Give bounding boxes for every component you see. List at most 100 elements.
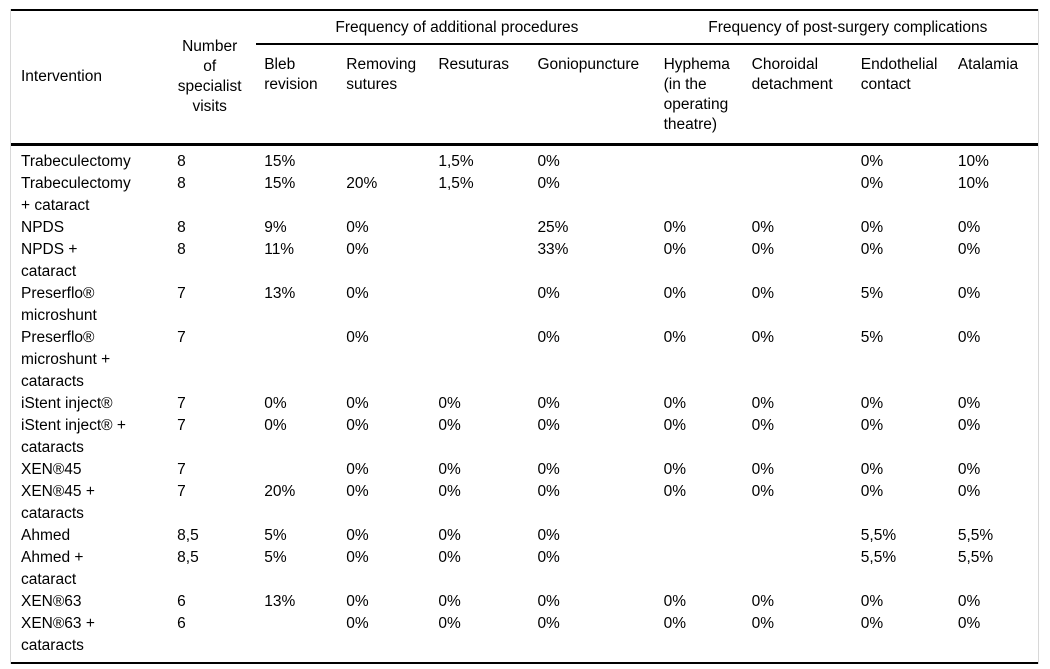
cell-value: 0% [438,395,461,412]
cell-value [338,145,430,174]
cell-value: 0% [860,219,884,236]
table-row: Trabeculectomy + cataract 8 15% 20% 1,5% 0% 0%… [11,173,1038,217]
cell-value: 0% [957,615,981,632]
cell-value [744,547,853,591]
cell-intervention: NPDS + cataract [21,241,78,280]
cell-value [656,547,744,591]
cell-value: 0% [537,395,560,412]
cell-value: 0% [264,417,287,434]
cell-intervention: Ahmed + cataract [21,549,84,588]
table-row: Preserflo® microshunt + cataracts 7 0% 0% 0%… [11,327,1038,393]
cell-value: 0% [957,241,981,258]
cell-value: 0% [860,483,884,500]
cell-value: 0% [438,483,461,500]
cell-value: 0% [663,241,686,258]
column-header-choroidal-detachment: Choroidal detachment [743,44,853,146]
column-header-removing-sutures: Removing sutures [338,44,431,146]
table-row: XEN®63 + cataracts 6 0% 0% 0% 0% 0% 0% 0% [11,613,1038,663]
cell-value [256,327,338,393]
cell-value: 0% [264,395,287,412]
cell-value: 5% [264,527,287,544]
cell-value: 0% [957,593,981,610]
cell-value [744,173,853,217]
cell-intervention: NPDS [21,219,65,236]
cell-value: 0% [438,615,461,632]
cell-specialist-visits: 7 [177,395,186,412]
cell-value: 0% [438,593,461,610]
cell-value [744,145,853,174]
cell-value: 0% [346,483,369,500]
cell-value [656,525,744,547]
cell-intervention: Preserflo® microshunt [21,285,97,324]
cell-intervention: Preserflo® microshunt + cataracts [21,329,111,390]
table-figure: Intervention Number of specialist visits… [10,9,1039,664]
cell-value: 0% [860,395,884,412]
column-header-endothelial-contact: Endothelial contact [852,44,950,146]
cell-value: 13% [264,593,296,610]
cell-value: 0% [537,175,560,192]
cell-value: 25% [537,219,569,236]
sub-header-row: Bleb revision Removing sutures Resuturas… [11,44,1038,146]
cell-value: 0% [346,417,369,434]
cell-value [656,173,744,217]
cell-value: 0% [537,483,560,500]
column-header-atalamia: Atalamia [949,44,1038,146]
cell-value [256,613,338,663]
cell-value: 0% [663,285,686,302]
cell-value: 0% [751,417,775,434]
cell-value: 0% [751,329,775,346]
cell-value: 0% [537,461,560,478]
table-row: NPDS + cataract 8 11% 0% 33% 0% 0% 0% 0% [11,239,1038,283]
table-row: Ahmed 8,5 5% 0% 0% 0% 5,5% 5,5% [11,525,1038,547]
cell-specialist-visits: 8 [177,175,186,192]
cell-value [430,327,529,393]
cell-value: 5,5% [957,549,994,566]
cell-specialist-visits: 7 [177,285,186,302]
cell-value: 0% [438,549,461,566]
column-header-bleb-revision: Bleb revision [256,44,339,146]
table-row: XEN®45 7 0% 0% 0% 0% 0% 0% 0% [11,459,1038,481]
cell-value: 33% [537,241,569,258]
cell-specialist-visits: 7 [177,461,186,478]
cell-value: 0% [537,285,560,302]
cell-intervention: iStent inject® + cataracts [21,417,126,456]
cell-value: 11% [264,241,295,258]
cell-value: 0% [346,285,369,302]
cell-specialist-visits: 8 [177,241,186,258]
cell-value: 0% [957,417,981,434]
cell-value [744,525,853,547]
table-row: NPDS 8 9% 0% 25% 0% 0% 0% 0% [11,217,1038,239]
cell-value: 0% [751,461,775,478]
cell-specialist-visits: 6 [177,593,186,610]
cell-specialist-visits: 8 [177,153,186,170]
cell-value: 5,5% [957,527,994,544]
cell-specialist-visits: 8,5 [177,527,199,544]
cell-specialist-visits: 7 [177,329,186,346]
cell-intervention: Ahmed [21,527,71,544]
cell-value: 0% [346,549,369,566]
cell-value: 0% [751,241,775,258]
cell-value: 0% [751,285,775,302]
cell-value: 0% [860,461,884,478]
cell-specialist-visits: 7 [177,417,186,434]
cell-value: 0% [663,593,686,610]
cell-value: 1,5% [438,153,474,170]
table-row: iStent inject® 7 0% 0% 0% 0% 0% 0% 0% 0% [11,393,1038,415]
cell-value: 0% [860,153,884,170]
cell-value: 0% [957,219,981,236]
cell-value: 0% [537,329,560,346]
cell-value: 5% [264,549,287,566]
column-header-goniopuncture: Goniopuncture [529,44,656,146]
cell-value [656,145,744,174]
column-header-intervention: Intervention [11,10,164,146]
cell-value [430,239,529,283]
cell-value: 0% [537,527,560,544]
cell-specialist-visits: 8 [177,219,186,236]
cell-value: 0% [438,461,461,478]
table-row: Preserflo® microshunt 7 13% 0% 0% 0% 0% 5% 0% [11,283,1038,327]
cell-intervention: iStent inject® [21,395,113,412]
cell-value: 13% [264,285,296,302]
cell-intervention: Trabeculectomy [21,153,131,170]
cell-value: 0% [751,593,775,610]
cell-value: 0% [957,329,981,346]
